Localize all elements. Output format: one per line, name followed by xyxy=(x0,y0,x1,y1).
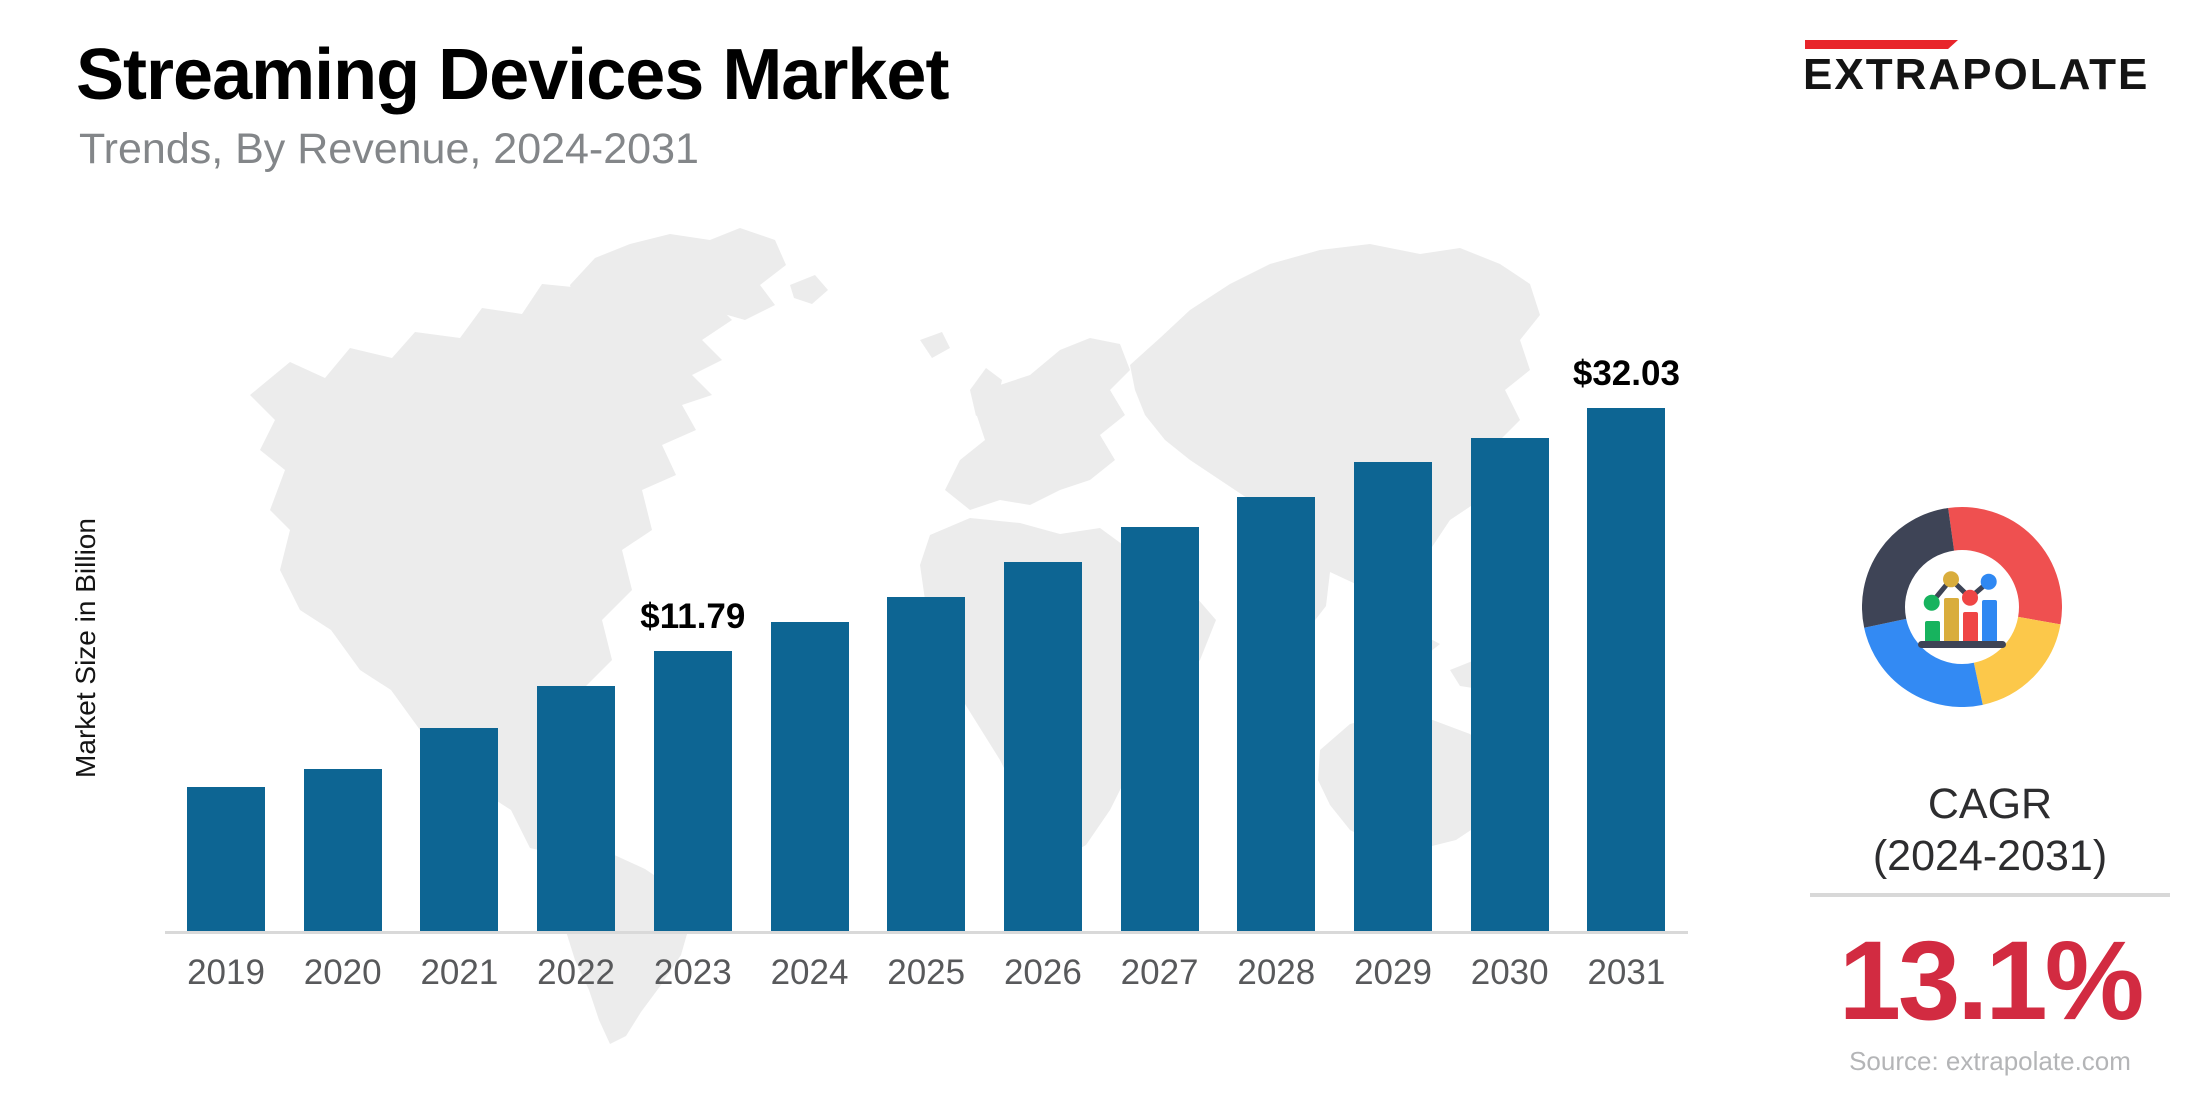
x-axis-label-2019: 2019 xyxy=(187,953,265,992)
donut-ring xyxy=(1862,507,2062,707)
bar-2030 xyxy=(1470,438,1549,933)
cagr-value: 13.1% xyxy=(1838,918,2145,1043)
continent-asia xyxy=(1130,244,1540,632)
island-britain xyxy=(920,332,1002,416)
bar-2020 xyxy=(303,769,382,933)
donut-segment-red xyxy=(1948,507,2062,625)
data-label-2031: $32.03 xyxy=(1572,354,1680,393)
mini-dot-blue xyxy=(1980,573,1997,590)
x-axis-label-2021: 2021 xyxy=(420,953,499,992)
mini-bar-red xyxy=(1963,612,1978,643)
logo-red-underline xyxy=(1805,40,1958,49)
logo-wordmark: EXTRAPOLATE xyxy=(1803,50,2150,99)
bar-2023 xyxy=(653,651,732,933)
x-axis-label-2027: 2027 xyxy=(1120,953,1199,992)
x-axis-label-2022: 2022 xyxy=(537,953,616,992)
mini-dot-gold xyxy=(1943,571,1959,588)
mini-baseline xyxy=(1918,641,2006,648)
x-axis-label-2024: 2024 xyxy=(770,953,849,992)
x-axis-label-2028: 2028 xyxy=(1237,953,1316,992)
donut-segment-blue xyxy=(1864,617,1983,707)
x-axis-label-2025: 2025 xyxy=(887,953,966,992)
island-greenland xyxy=(570,228,786,335)
donut-segment-yellow xyxy=(1972,615,2061,705)
bar-2024 xyxy=(770,622,849,933)
cagr-label: CAGR xyxy=(1927,780,2053,828)
bar-2025 xyxy=(887,597,966,933)
bar-2031 xyxy=(1587,408,1666,933)
bar-2028 xyxy=(1237,497,1316,933)
bar-2029 xyxy=(1354,462,1432,933)
cagr-period: (2024-2031) xyxy=(1872,832,2108,880)
x-axis-label-2030: 2030 xyxy=(1470,953,1549,992)
x-axis-label-2029: 2029 xyxy=(1354,953,1432,992)
donut-chart-icon xyxy=(1862,507,2062,707)
mini-bar-chart-icon xyxy=(1918,571,2006,648)
mini-dot-red xyxy=(1962,589,1978,606)
x-axis-label-2026: 2026 xyxy=(1003,953,1082,992)
cagr-block: CAGR (2024-2031) xyxy=(1770,778,2200,882)
x-axis-label-2023: 2023 xyxy=(653,953,732,992)
mini-bar-gold xyxy=(1944,598,1959,643)
mini-bar-blue xyxy=(1982,600,1997,643)
x-axis-label-2020: 2020 xyxy=(303,953,382,992)
x-axis-label-2031: 2031 xyxy=(1587,953,1666,992)
page-title: Streaming Devices Market xyxy=(76,35,949,115)
mini-trend-line xyxy=(1929,575,1991,605)
continent-europe xyxy=(945,338,1130,510)
panel-divider xyxy=(1810,893,2170,897)
source-attribution: Source: extrapolate.com xyxy=(1849,1046,2131,1076)
bar-2027 xyxy=(1120,527,1199,933)
continent-north-america xyxy=(250,244,742,855)
y-axis-label: Market Size in Billion xyxy=(70,518,101,778)
x-axis-line xyxy=(165,931,1688,934)
bar-2021 xyxy=(420,728,499,933)
data-label-2023: $11.79 xyxy=(640,597,746,636)
page-subtitle: Trends, By Revenue, 2024-2031 xyxy=(79,125,699,173)
mini-bar-green xyxy=(1925,621,1940,643)
bar-2026 xyxy=(1003,562,1082,933)
bar-2019 xyxy=(187,787,265,933)
bar-2022 xyxy=(537,686,616,933)
donut-segment-slate xyxy=(1862,508,1955,628)
mini-dot-green xyxy=(1923,594,1940,611)
